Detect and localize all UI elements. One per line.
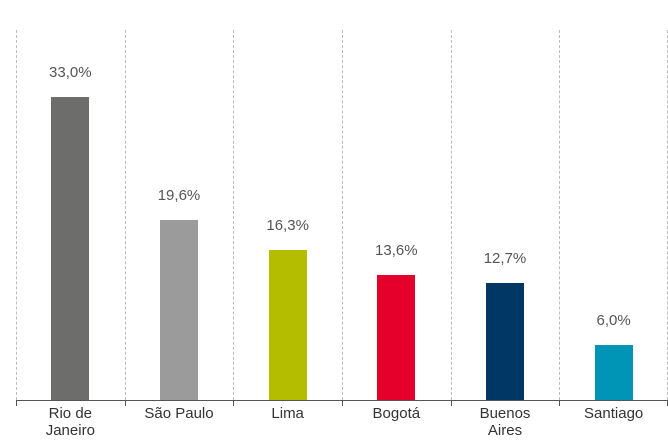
separator	[233, 30, 235, 400]
separator	[342, 30, 343, 400]
bar	[160, 220, 198, 400]
separator	[450, 30, 452, 400]
category-label: Buenos Aires	[479, 405, 531, 439]
tick-mark	[233, 400, 235, 406]
category-label: São Paulo	[144, 405, 214, 422]
tick-mark	[559, 400, 561, 406]
separator	[16, 30, 17, 400]
tick-mark	[124, 400, 126, 406]
tick-mark	[342, 400, 343, 406]
tick-mark	[16, 400, 17, 406]
value-label: 33,0%	[49, 64, 92, 81]
bar	[51, 97, 90, 400]
value-label: 19,6%	[157, 187, 201, 205]
bar	[594, 344, 633, 400]
bar	[377, 275, 416, 400]
value-label: 6,0%	[596, 311, 631, 329]
baseline	[16, 400, 668, 401]
category-label: Bogotá	[372, 405, 421, 422]
category-label: Santiago	[584, 405, 644, 422]
bar	[268, 250, 307, 400]
tick-mark	[450, 400, 452, 406]
bar	[486, 283, 524, 400]
separator	[124, 30, 126, 400]
category-label: Rio de Janeiro	[45, 405, 95, 439]
separator	[559, 30, 561, 400]
value-label: 13,6%	[375, 242, 418, 260]
value-label: 16,3%	[266, 217, 309, 235]
value-label: 12,7%	[483, 250, 527, 268]
category-label: Lima	[271, 405, 304, 422]
